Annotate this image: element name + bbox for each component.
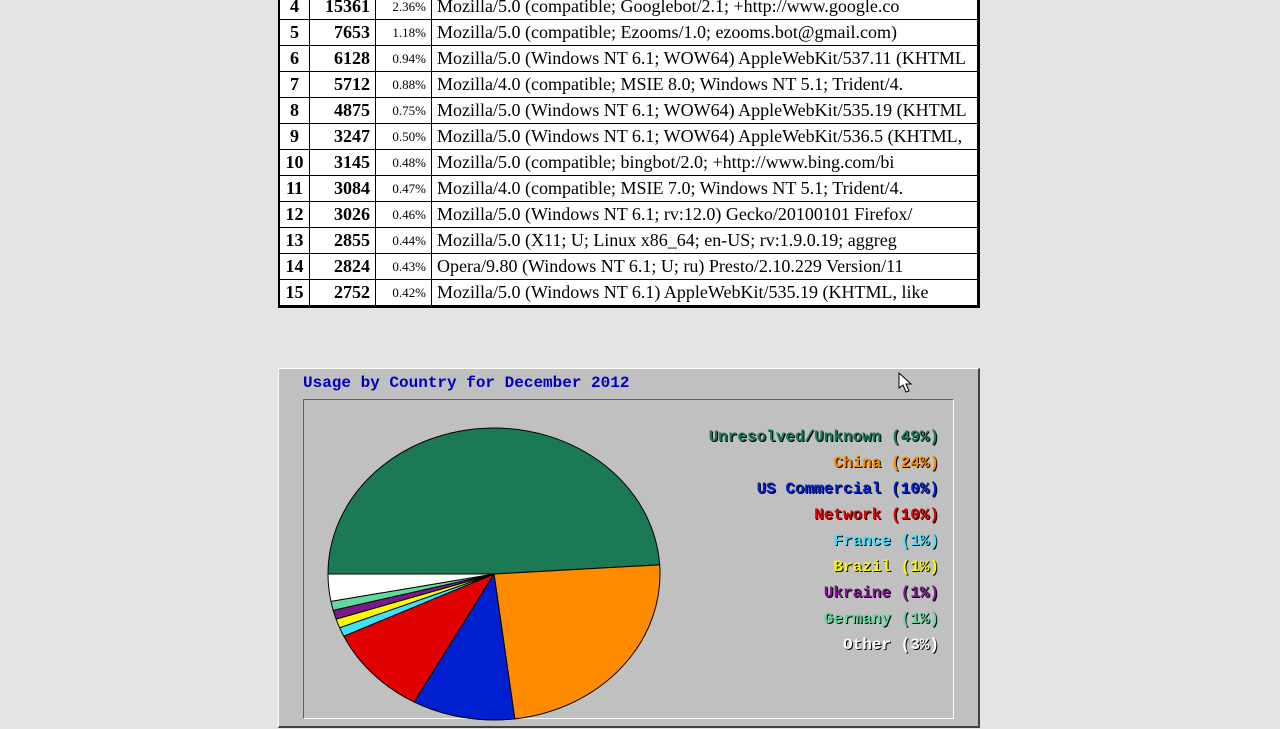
table-row: 4153612.36%Mozilla/5.0 (compatible; Goog… xyxy=(280,0,978,20)
user-agent-cell: Mozilla/5.0 (Windows NT 6.1; WOW64) Appl… xyxy=(432,98,978,124)
percent-cell: 0.47% xyxy=(376,176,432,202)
country-usage-panel: Usage by Country for December 2012 Unres… xyxy=(278,368,980,728)
table-row: 932470.50%Mozilla/5.0 (Windows NT 6.1; W… xyxy=(280,124,978,150)
hits-cell: 7653 xyxy=(310,20,376,46)
rank-cell: 9 xyxy=(280,124,310,150)
percent-cell: 0.75% xyxy=(376,98,432,124)
chart-inner: Unresolved/Unknown (49%) China (24%) US Co… xyxy=(303,399,954,719)
table-row: 757120.88%Mozilla/4.0 (compatible; MSIE … xyxy=(280,72,978,98)
user-agent-cell: Mozilla/5.0 (Windows NT 6.1; rv:12.0) Ge… xyxy=(432,202,978,228)
table-row: 1428240.43%Opera/9.80 (Windows NT 6.1; U… xyxy=(280,254,978,280)
table-row: 848750.75%Mozilla/5.0 (Windows NT 6.1; W… xyxy=(280,98,978,124)
chart-title: Usage by Country for December 2012 xyxy=(279,369,978,394)
table-row: 1130840.47%Mozilla/4.0 (compatible; MSIE… xyxy=(280,176,978,202)
legend-item: Network (10%) xyxy=(709,506,939,524)
user-agent-cell: Mozilla/4.0 (compatible; MSIE 7.0; Windo… xyxy=(432,176,978,202)
hits-cell: 3084 xyxy=(310,176,376,202)
legend-item: Other (3%) xyxy=(709,636,939,654)
pie-chart xyxy=(324,424,664,729)
percent-cell: 0.48% xyxy=(376,150,432,176)
pie-slice xyxy=(494,565,660,719)
percent-cell: 0.94% xyxy=(376,46,432,72)
hits-cell: 3026 xyxy=(310,202,376,228)
rank-cell: 8 xyxy=(280,98,310,124)
table-row: 661280.94%Mozilla/5.0 (Windows NT 6.1; W… xyxy=(280,46,978,72)
percent-cell: 0.50% xyxy=(376,124,432,150)
chart-legend: Unresolved/Unknown (49%) China (24%) US Co… xyxy=(709,428,939,662)
percent-cell: 0.43% xyxy=(376,254,432,280)
user-agent-cell: Mozilla/5.0 (compatible; Googlebot/2.1; … xyxy=(432,0,978,20)
rank-cell: 5 xyxy=(280,20,310,46)
percent-cell: 1.18% xyxy=(376,20,432,46)
hits-cell: 5712 xyxy=(310,72,376,98)
user-agent-cell: Opera/9.80 (Windows NT 6.1; U; ru) Prest… xyxy=(432,254,978,280)
legend-item: Ukraine (1%) xyxy=(709,584,939,602)
hits-cell: 4875 xyxy=(310,98,376,124)
rank-cell: 12 xyxy=(280,202,310,228)
rank-cell: 6 xyxy=(280,46,310,72)
hits-cell: 3145 xyxy=(310,150,376,176)
hits-cell: 2752 xyxy=(310,280,376,306)
percent-cell: 2.36% xyxy=(376,0,432,20)
table-row: 1527520.42%Mozilla/5.0 (Windows NT 6.1) … xyxy=(280,280,978,306)
hits-cell: 6128 xyxy=(310,46,376,72)
user-agents-table-panel: 4153612.36%Mozilla/5.0 (compatible; Goog… xyxy=(278,0,980,308)
rank-cell: 14 xyxy=(280,254,310,280)
rank-cell: 15 xyxy=(280,280,310,306)
user-agents-table: 4153612.36%Mozilla/5.0 (compatible; Goog… xyxy=(279,0,978,306)
percent-cell: 0.42% xyxy=(376,280,432,306)
hits-cell: 15361 xyxy=(310,0,376,20)
pie-slice xyxy=(328,428,660,574)
user-agent-cell: Mozilla/4.0 (compatible; MSIE 8.0; Windo… xyxy=(432,72,978,98)
rank-cell: 10 xyxy=(280,150,310,176)
user-agent-cell: Mozilla/5.0 (Windows NT 6.1) AppleWebKit… xyxy=(432,280,978,306)
table-row: 576531.18%Mozilla/5.0 (compatible; Ezoom… xyxy=(280,20,978,46)
user-agent-cell: Mozilla/5.0 (X11; U; Linux x86_64; en-US… xyxy=(432,228,978,254)
user-agent-cell: Mozilla/5.0 (compatible; bingbot/2.0; +h… xyxy=(432,150,978,176)
hits-cell: 2824 xyxy=(310,254,376,280)
hits-cell: 3247 xyxy=(310,124,376,150)
rank-cell: 7 xyxy=(280,72,310,98)
user-agent-cell: Mozilla/5.0 (compatible; Ezooms/1.0; ezo… xyxy=(432,20,978,46)
percent-cell: 0.88% xyxy=(376,72,432,98)
hits-cell: 2855 xyxy=(310,228,376,254)
legend-item: China (24%) xyxy=(709,454,939,472)
legend-item: France (1%) xyxy=(709,532,939,550)
rank-cell: 11 xyxy=(280,176,310,202)
table-row: 1328550.44%Mozilla/5.0 (X11; U; Linux x8… xyxy=(280,228,978,254)
legend-item: US Commercial (10%) xyxy=(709,480,939,498)
rank-cell: 13 xyxy=(280,228,310,254)
user-agent-cell: Mozilla/5.0 (Windows NT 6.1; WOW64) Appl… xyxy=(432,46,978,72)
user-agent-cell: Mozilla/5.0 (Windows NT 6.1; WOW64) Appl… xyxy=(432,124,978,150)
percent-cell: 0.44% xyxy=(376,228,432,254)
legend-item: Unresolved/Unknown (49%) xyxy=(709,428,939,446)
rank-cell: 4 xyxy=(280,0,310,20)
table-row: 1031450.48%Mozilla/5.0 (compatible; bing… xyxy=(280,150,978,176)
percent-cell: 0.46% xyxy=(376,202,432,228)
table-row: 1230260.46%Mozilla/5.0 (Windows NT 6.1; … xyxy=(280,202,978,228)
legend-item: Brazil (1%) xyxy=(709,558,939,576)
legend-item: Germany (1%) xyxy=(709,610,939,628)
